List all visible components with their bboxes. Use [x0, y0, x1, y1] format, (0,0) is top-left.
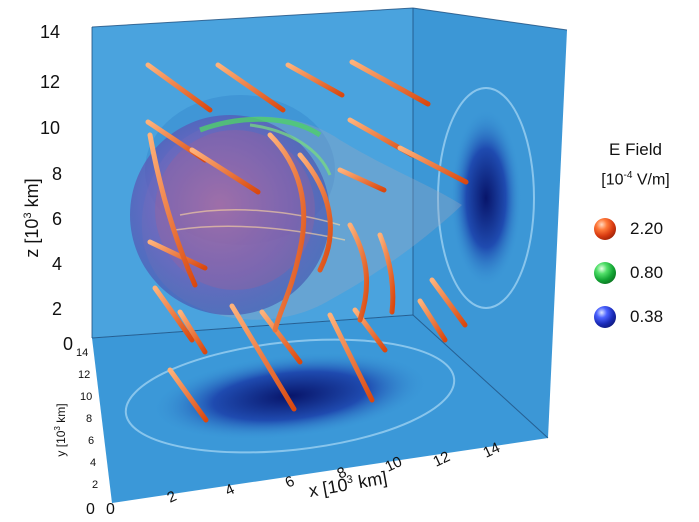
field-lines	[145, 59, 469, 423]
legend-title: E Field	[609, 140, 662, 159]
sphere-icon	[594, 306, 616, 329]
legend-item-low: 0.38	[578, 295, 693, 339]
svg-text:12: 12	[40, 72, 60, 92]
svg-text:4: 4	[52, 254, 62, 274]
box-edges	[91, 7, 568, 439]
svg-text:14: 14	[40, 22, 60, 42]
svg-text:2: 2	[52, 299, 62, 319]
legend-item-mid: 0.80	[578, 251, 693, 295]
z-axis-label: z [103 km]	[22, 178, 42, 257]
svg-text:12: 12	[431, 448, 453, 470]
legend-units: [10-4 V/m]	[601, 170, 670, 189]
svg-text:6: 6	[88, 435, 94, 447]
svg-text:0: 0	[63, 334, 73, 354]
svg-text:10: 10	[40, 118, 60, 138]
svg-text:10: 10	[383, 453, 405, 475]
legend-item-high: 2.20	[578, 207, 693, 251]
svg-text:6: 6	[52, 209, 62, 229]
svg-text:8: 8	[52, 164, 62, 184]
right-wall-shadow	[450, 108, 522, 288]
svg-text:14: 14	[76, 347, 88, 359]
x-axis-label: x [103 km]	[307, 467, 388, 500]
sphere-icon	[594, 262, 616, 285]
svg-text:2: 2	[92, 479, 98, 491]
legend: E Field [10-4 V/m] 2.20 0.80 0.38	[578, 140, 693, 339]
svg-text:8: 8	[86, 413, 92, 425]
svg-text:0: 0	[106, 501, 115, 518]
y-axis-label: y [103 km]	[53, 403, 68, 456]
svg-text:14: 14	[481, 439, 503, 461]
y-axis: 14 12 10 8 6 4 2 0 y [103 km]	[53, 347, 98, 518]
svg-text:0: 0	[86, 501, 95, 518]
sphere-icon	[594, 218, 616, 241]
svg-text:10: 10	[80, 391, 92, 403]
svg-text:4: 4	[90, 457, 96, 469]
svg-text:12: 12	[78, 369, 90, 381]
z-axis: 14 12 10 8 6 4 2 0 z [103 km]	[22, 22, 73, 354]
